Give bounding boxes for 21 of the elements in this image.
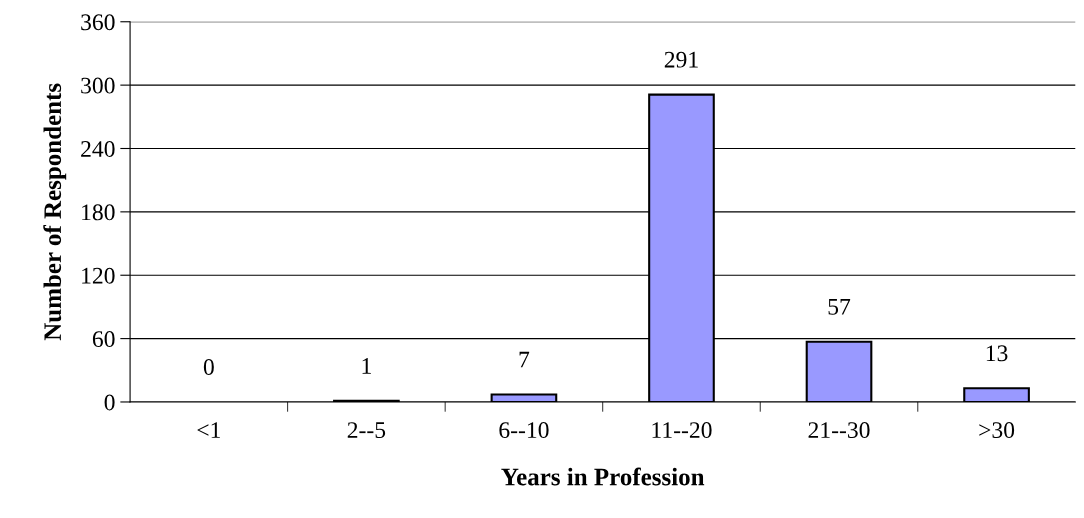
x-tick-label: 6--10 xyxy=(499,422,549,439)
x-tick-label: 11--20 xyxy=(652,422,712,439)
x-tick-label: >30 xyxy=(979,422,1015,439)
data-label: 1 xyxy=(362,358,371,374)
x-tick-label: <1 xyxy=(197,422,220,438)
data-label: 0 xyxy=(203,359,214,375)
x-axis-title: Years in Profession xyxy=(501,467,705,486)
y-tick-label: 0 xyxy=(104,394,115,411)
data-label: 13 xyxy=(986,345,1008,362)
data-label: 291 xyxy=(664,51,698,68)
x-tick-label: 2--5 xyxy=(347,422,386,439)
data-label: 57 xyxy=(828,299,851,315)
y-tick-label: 180 xyxy=(82,204,115,221)
y-tick-label: 240 xyxy=(81,140,115,157)
data-label: 7 xyxy=(519,351,530,368)
y-tick-label: 300 xyxy=(81,77,115,94)
y-tick-label: 120 xyxy=(82,267,115,284)
x-tick-label: 21--30 xyxy=(808,422,870,439)
y-axis-title: Number of Respondents xyxy=(43,83,67,341)
y-tick-label: 60 xyxy=(92,331,115,348)
y-tick-label: 360 xyxy=(81,14,115,31)
